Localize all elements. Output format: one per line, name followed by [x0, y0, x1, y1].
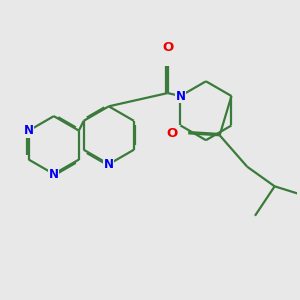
Text: O: O — [162, 41, 173, 54]
Text: O: O — [166, 127, 177, 140]
Text: N: N — [49, 167, 59, 181]
Text: N: N — [24, 124, 34, 137]
Text: N: N — [176, 89, 185, 103]
Text: N: N — [104, 158, 114, 171]
